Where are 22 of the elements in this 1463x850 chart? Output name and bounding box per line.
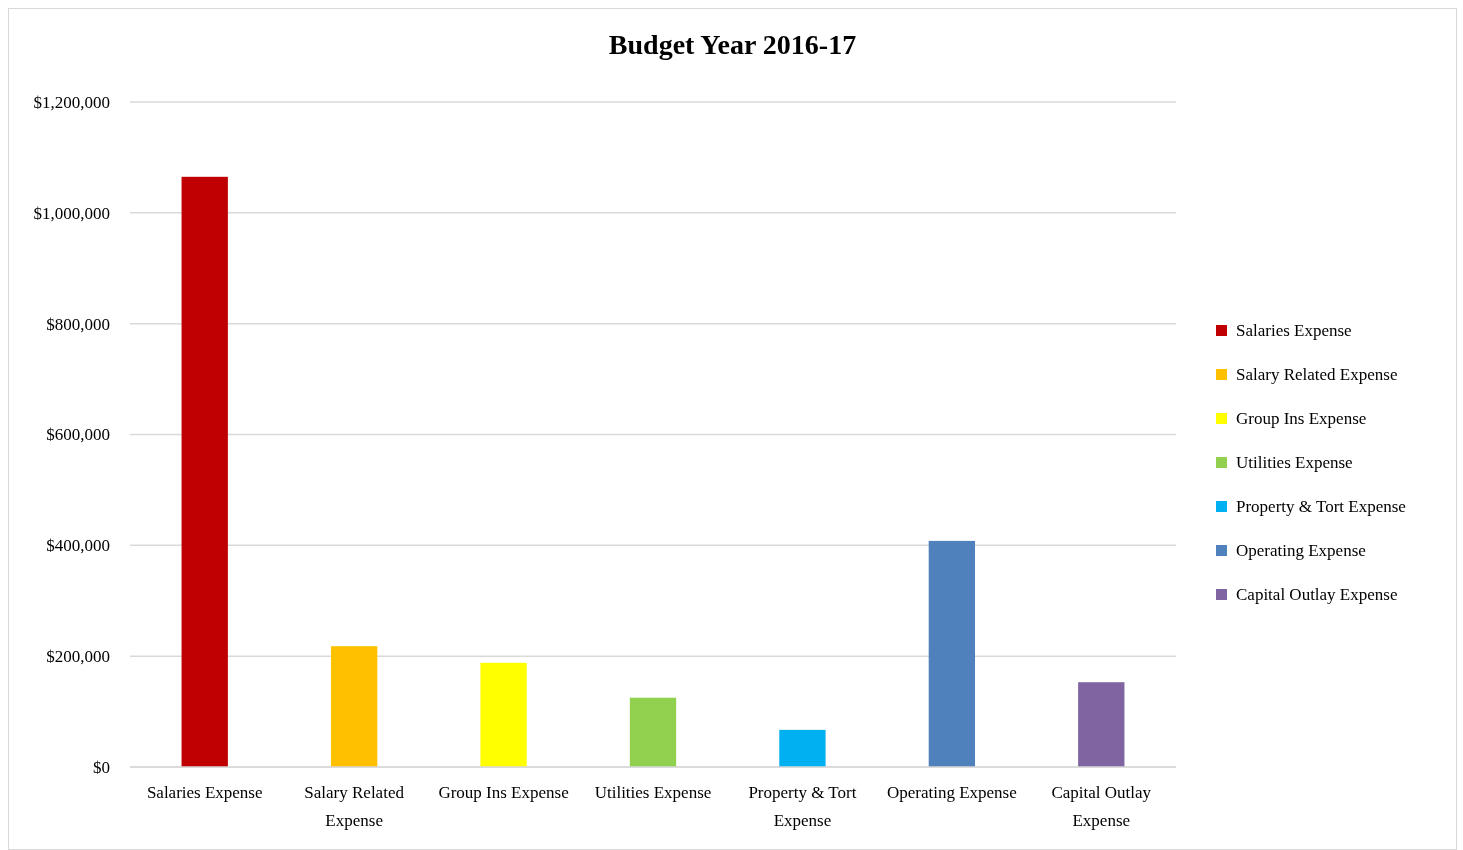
y-tick-label: $1,000,000	[33, 203, 110, 223]
legend-label: Capital Outlay Expense	[1236, 584, 1398, 604]
y-tick-label: $600,000	[46, 425, 110, 445]
legend-label: Utilities Expense	[1236, 452, 1353, 472]
x-tick-label: Capital Outlay Expense	[1051, 783, 1152, 830]
legend-label: Salary Related Expense	[1236, 364, 1398, 384]
y-tick-label: $800,000	[46, 314, 110, 334]
legend-label: Operating Expense	[1236, 540, 1366, 560]
x-tick-label: Operating Expense	[886, 783, 1017, 802]
y-tick-label: $1,200,000	[33, 92, 110, 112]
x-tick-label: Salary Related Expense	[304, 783, 405, 830]
legend-label: Property & Tort Expense	[1236, 496, 1406, 516]
x-tick-label: Group Ins Expense	[438, 783, 569, 802]
legend-label: Salaries Expense	[1236, 320, 1352, 340]
y-tick-label: $200,000	[46, 647, 110, 667]
y-tick-label: $0	[93, 757, 110, 777]
chart-title: Budget Year 2016-17	[608, 29, 857, 60]
x-tick-label: Property & Tort Expense	[748, 783, 857, 830]
y-tick-label: $400,000	[46, 536, 110, 556]
legend-label: Group Ins Expense	[1236, 408, 1367, 428]
x-tick-label: Utilities Expense	[594, 783, 712, 802]
x-tick-label: Salaries Expense	[146, 783, 263, 802]
